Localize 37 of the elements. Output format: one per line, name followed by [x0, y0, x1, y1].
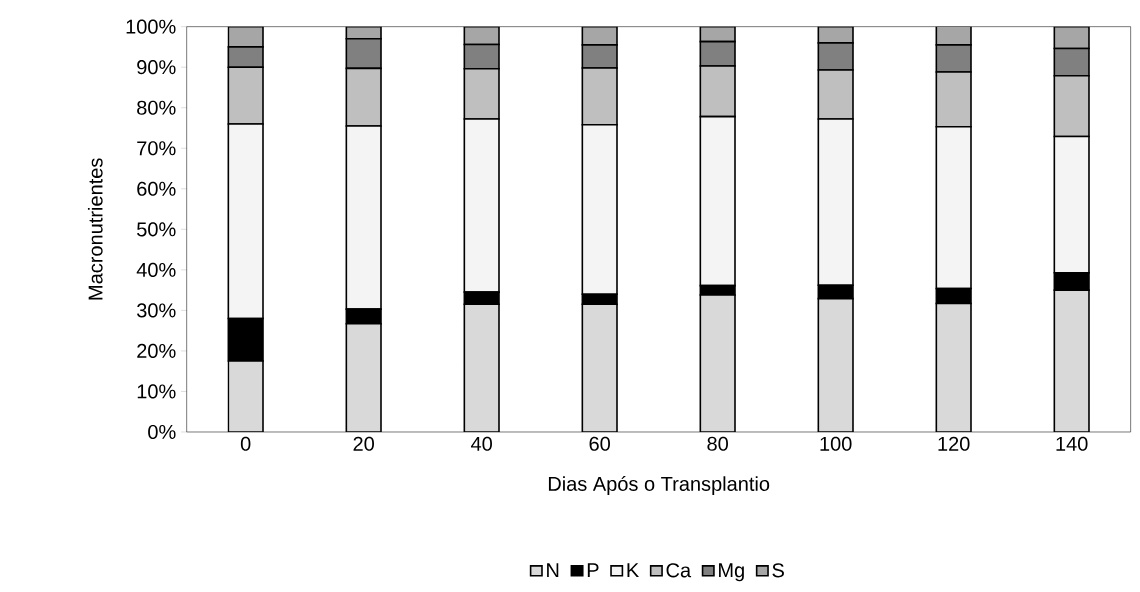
x-tick-label: 0 — [240, 436, 251, 451]
x-tick-label: 40 — [471, 436, 492, 451]
x-axis-title: Dias Após o Transplantio — [548, 476, 770, 495]
y-tick-label: 60% — [137, 181, 176, 196]
y-tick-label: 10% — [137, 384, 176, 399]
y-axis-title: Macronutrientes — [87, 158, 103, 300]
legend-label: Ca — [666, 563, 692, 578]
bar — [581, 303, 618, 432]
bar — [463, 26, 500, 46]
y-tick-label: 0% — [148, 424, 176, 440]
bar — [1053, 26, 1090, 50]
legend-label: N — [547, 563, 559, 578]
bar — [935, 302, 972, 432]
x-tick-label: 60 — [589, 436, 610, 451]
bar — [345, 322, 382, 432]
y-tick-label: 100% — [126, 19, 176, 34]
x-tick-label: 20 — [353, 436, 374, 451]
legend-label: Mg — [719, 563, 744, 582]
y-tick-label: 40% — [136, 262, 176, 277]
legend-label: S — [772, 563, 784, 578]
y-tick-label: 20% — [137, 343, 176, 358]
legend-label: K — [627, 563, 639, 578]
bar — [699, 294, 736, 432]
y-tick-label: 30% — [137, 303, 176, 318]
bar — [817, 297, 854, 432]
y-tick-label: 90% — [137, 60, 176, 75]
y-tick-label: 70% — [137, 141, 176, 156]
legend-label: P — [587, 563, 599, 578]
x-tick-label: 140 — [1056, 436, 1088, 451]
bar — [463, 303, 500, 432]
x-tick-label: 80 — [707, 436, 728, 451]
y-tick-label: 80% — [137, 100, 176, 115]
y-tick-label: 50% — [137, 222, 176, 237]
bar — [227, 360, 264, 432]
x-tick-label: 120 — [938, 436, 970, 451]
bar — [1053, 289, 1090, 432]
x-tick-label: 100 — [820, 436, 852, 451]
